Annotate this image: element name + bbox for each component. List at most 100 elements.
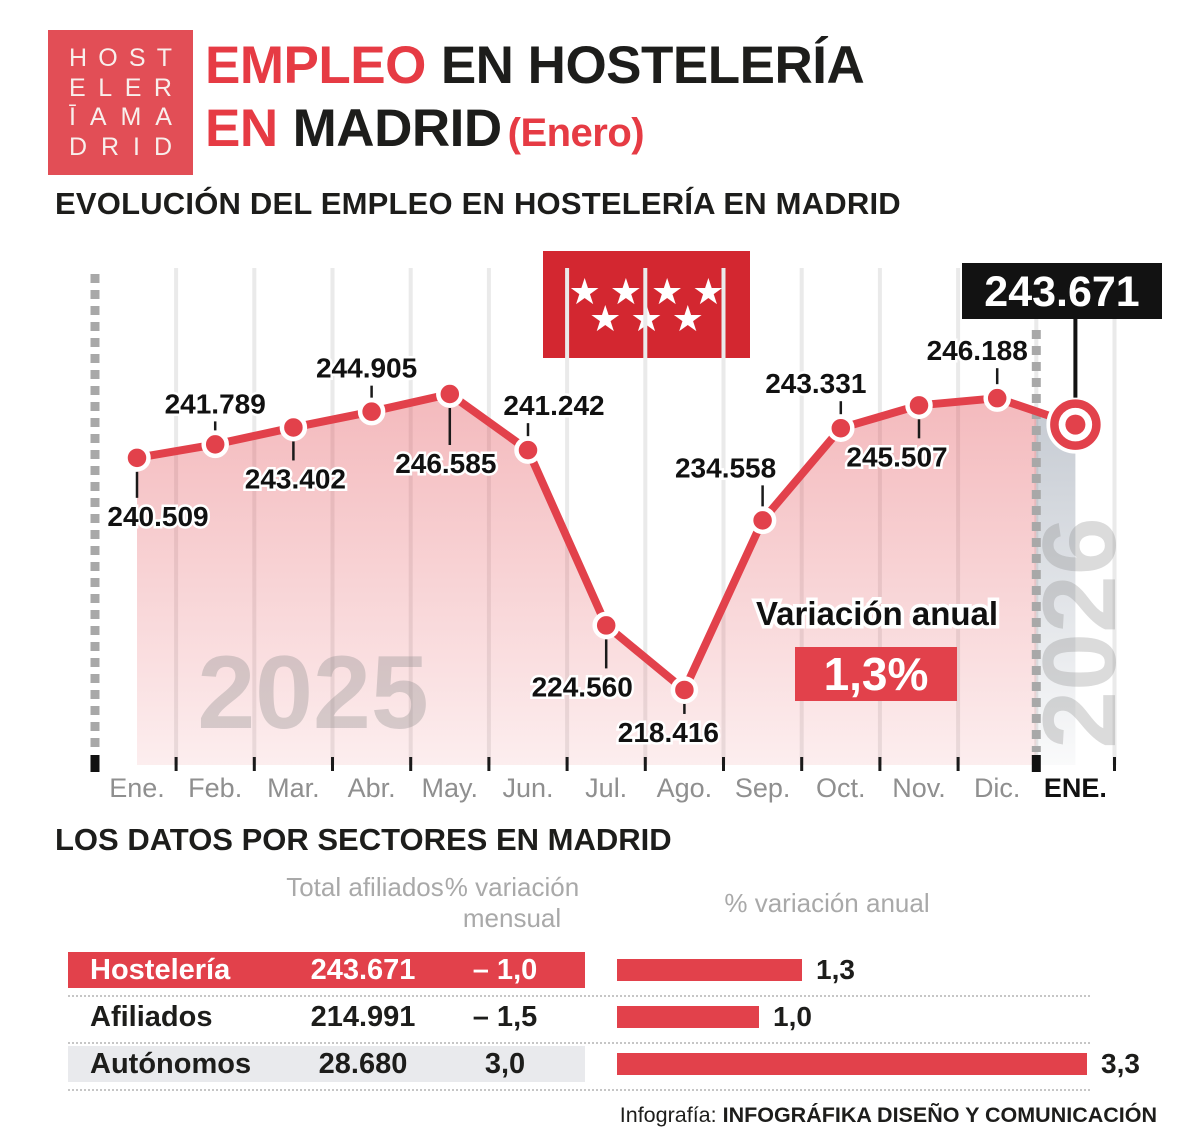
title-line-2: EN MADRID (Enero): [205, 97, 864, 165]
area-fill-2026: [1036, 411, 1076, 765]
logo-letter: R: [153, 73, 172, 102]
month-label-Sep.: Sep.: [735, 773, 791, 803]
logo-letter: E: [124, 73, 142, 102]
logo-letter: D: [69, 132, 88, 161]
month-label-Nov.: Nov.: [892, 773, 946, 803]
sector-variacion-mensual: 3,0: [484, 1048, 526, 1080]
axis-base-square-divider: [1031, 755, 1041, 772]
title-month-suffix: (Enero): [507, 111, 645, 155]
data-point-Abr.: [357, 397, 386, 426]
sector-row-2: Afiliados 214.991 – 1,5 1,0: [68, 999, 1090, 1044]
data-point-Dic.: [983, 384, 1011, 412]
data-point-Sep.: [748, 506, 777, 535]
value-label-Nov.: 245.507: [846, 441, 947, 472]
logo-letter: S: [128, 44, 146, 72]
logo-letter: M: [120, 103, 142, 132]
sector-row-3: Autónomos 28.680 3,0 3,3: [68, 1046, 1140, 1091]
sector-label: Afiliados: [90, 1001, 213, 1033]
month-label-Feb.: Feb.: [188, 773, 242, 803]
month-label-Mar.: Mar.: [267, 773, 320, 803]
sector-variacion-mensual: – 1,5: [472, 1001, 538, 1033]
annotation-badge: [795, 647, 957, 701]
data-point-Jul.: [592, 611, 620, 640]
sectors-table: Hostelería 243.671 – 1,0 1,3 Afiliados 214.99…: [68, 952, 1140, 1093]
column-header-variacion-mensual: % variación mensual: [444, 872, 580, 933]
column-header-variacion-anual: % variación anual: [724, 888, 930, 918]
sector-variacion-mensual: – 1,0: [472, 954, 538, 986]
sector-total-afiliados: 28.680: [318, 1048, 408, 1080]
annual-variation-bar: [617, 1006, 759, 1028]
sectors-section-title: LOS DATOS POR SECTORES EN MADRID: [55, 822, 672, 857]
logo-letter: T: [156, 44, 172, 72]
credit-prefix: Infografía:: [619, 1103, 717, 1127]
sector-total-afiliados: 214.991: [310, 1001, 416, 1033]
title-en: EN: [205, 99, 278, 158]
title-empleo: EMPLEO: [205, 36, 426, 95]
data-point-Ene.: [123, 444, 151, 472]
logo-letter: H: [69, 44, 88, 72]
data-point-May.: [436, 380, 464, 408]
month-label-ENE.: ENE.: [1044, 773, 1107, 803]
annotation-badge-value: 1,3%: [824, 648, 929, 700]
value-label-Ene.: 240.509: [107, 501, 208, 532]
annual-variation-value: 1,3: [816, 954, 855, 985]
month-label-Jun.: Jun.: [502, 773, 553, 803]
data-point-Ago.: [670, 676, 699, 704]
logo-letter: R: [101, 132, 120, 161]
value-label-Mar.: 243.402: [245, 463, 346, 494]
watermark-year-2026: 2026: [1022, 517, 1138, 748]
credit-footer: Infografía: INFOGRÁFIKA DISEÑO Y COMUNIC…: [620, 1103, 1157, 1128]
credit-name: INFOGRÁFIKA DISEÑO Y COMUNICACIÓN: [722, 1103, 1157, 1127]
logo-letter: A: [155, 103, 172, 132]
title-line-1: EMPLEO EN HOSTELERÍA: [205, 34, 865, 97]
data-point-Oct.: [827, 414, 855, 442]
highlight-box-value: 243.671: [984, 268, 1139, 316]
title-en-hosteleria: EN HOSTELERÍA: [440, 36, 865, 95]
sector-row-1: Hostelería 243.671 – 1,0 1,3: [68, 952, 1090, 997]
logo-letter: O: [98, 44, 118, 72]
sector-label: Autónomos: [90, 1048, 252, 1080]
month-label-Ago.: Ago.: [657, 773, 713, 803]
logo-letter: E: [69, 73, 86, 102]
watermark-year-2025: 2025: [197, 635, 428, 751]
sector-label: Hostelería: [90, 954, 231, 986]
month-label-Dic.: Dic.: [974, 773, 1021, 803]
sector-total-afiliados: 243.671: [310, 954, 416, 986]
value-label-Jul.: 224.560: [532, 671, 633, 702]
highlight-box: [962, 263, 1162, 319]
month-label-May.: May.: [422, 773, 479, 803]
row-band: [68, 952, 585, 988]
value-label-Abr.: 244.905: [316, 353, 417, 384]
logo-letter: Ī: [69, 103, 76, 132]
month-label-Oct.: Oct.: [816, 773, 866, 803]
logo-letter: D: [153, 132, 172, 161]
logo-letter: L: [98, 73, 113, 102]
data-point-Feb.: [201, 430, 229, 459]
logo-letter: A: [89, 103, 107, 132]
data-point-Jun.: [514, 436, 542, 464]
data-point-Mar.: [279, 413, 308, 442]
page-title: EMPLEO EN HOSTELERÍA EN MADRID (Enero): [205, 34, 865, 165]
annual-variation-bar: [617, 959, 802, 981]
value-label-May.: 246.585: [395, 448, 496, 479]
annual-variation-value: 1,0: [773, 1001, 812, 1032]
value-label-Sep.: 234.558: [675, 452, 776, 483]
column-header-total-afiliados: Total afiliados: [286, 872, 444, 902]
value-label-Dic.: 246.188: [927, 335, 1028, 366]
title-madrid: MADRID: [292, 99, 502, 158]
chart-section-title: EVOLUCIÓN DEL EMPLEO EN HOSTELERÍA EN MA…: [55, 186, 901, 221]
annual-variation-bar: [617, 1053, 1087, 1075]
value-label-Oct.: 243.331: [765, 368, 866, 399]
value-label-Ago.: 218.416: [618, 717, 719, 748]
logo-letter: I: [133, 132, 140, 161]
annual-variation-value: 3,3: [1101, 1048, 1140, 1079]
axis-base-square-left: [90, 755, 100, 772]
annotation-label: Variación anual: [756, 595, 998, 632]
value-label-Jun.: 241.242: [503, 390, 604, 421]
